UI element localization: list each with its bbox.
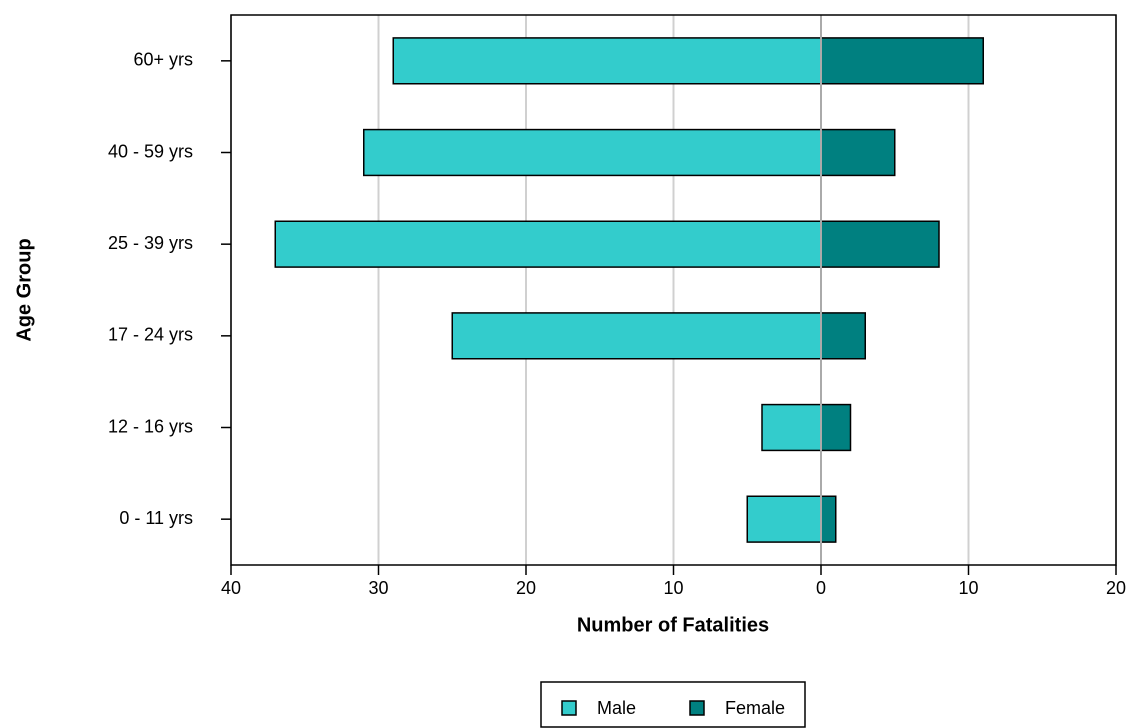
y-tick-label: 12 - 16 yrs bbox=[108, 416, 193, 436]
bar bbox=[746, 495, 822, 543]
y-tick-label: 25 - 39 yrs bbox=[108, 233, 193, 253]
bar bbox=[274, 220, 822, 268]
x-tick-label: 20 bbox=[1106, 578, 1126, 598]
legend-swatch bbox=[561, 700, 577, 716]
legend-frame bbox=[540, 681, 806, 728]
legend-label: Male bbox=[597, 698, 636, 718]
bar bbox=[761, 403, 822, 452]
bar bbox=[820, 312, 866, 360]
bar bbox=[820, 37, 984, 85]
x-tick-label: 0 bbox=[816, 578, 826, 598]
x-axis-title: Number of Fatalities bbox=[577, 614, 769, 636]
bar bbox=[820, 128, 896, 177]
x-tick-label: 10 bbox=[958, 578, 978, 598]
y-tick-label: 0 - 11 yrs bbox=[119, 508, 193, 528]
bar bbox=[820, 495, 837, 543]
legend-swatch bbox=[689, 700, 705, 716]
x-tick-label: 20 bbox=[516, 578, 536, 598]
y-tick-label: 17 - 24 yrs bbox=[108, 325, 193, 345]
legend: Male Female bbox=[540, 681, 806, 728]
y-tick-label: 60+ yrs bbox=[133, 50, 193, 70]
bar bbox=[820, 220, 940, 268]
y-tick-label: 40 - 59 yrs bbox=[108, 141, 193, 161]
bar bbox=[392, 37, 822, 85]
x-tick-label: 40 bbox=[221, 578, 241, 598]
legend-label: Female bbox=[725, 698, 785, 718]
bar bbox=[363, 128, 822, 177]
bar bbox=[820, 403, 852, 452]
bar bbox=[451, 312, 822, 360]
x-tick-label: 30 bbox=[368, 578, 388, 598]
plot-frame bbox=[230, 14, 1117, 566]
x-tick-label: 10 bbox=[663, 578, 683, 598]
y-axis-title: Age Group bbox=[13, 238, 35, 341]
